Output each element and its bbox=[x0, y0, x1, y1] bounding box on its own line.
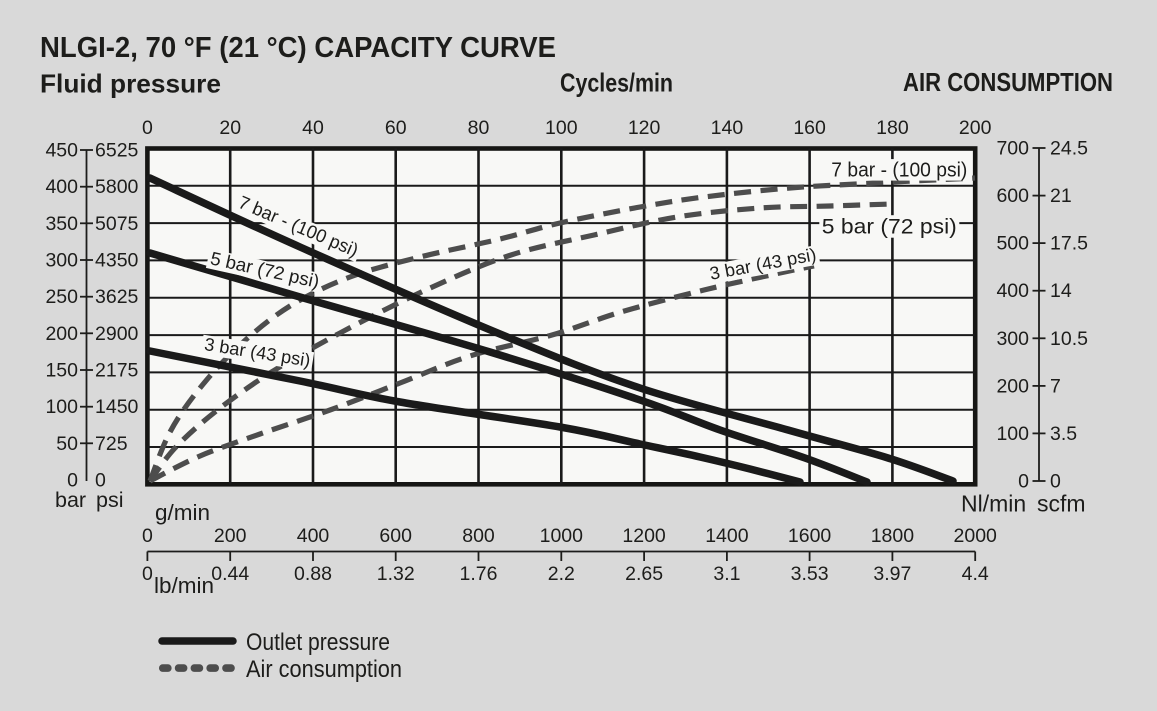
svg-text:0.88: 0.88 bbox=[294, 563, 332, 585]
svg-text:100: 100 bbox=[996, 423, 1029, 445]
svg-text:1450: 1450 bbox=[95, 396, 139, 418]
svg-text:17.5: 17.5 bbox=[1050, 233, 1088, 255]
svg-text:300: 300 bbox=[45, 250, 78, 272]
svg-text:450: 450 bbox=[45, 140, 78, 162]
svg-text:scfm: scfm bbox=[1037, 491, 1086, 517]
svg-text:g/min: g/min bbox=[155, 500, 210, 525]
svg-text:0: 0 bbox=[1018, 471, 1029, 493]
svg-text:7 bar - (100 psi): 7 bar - (100 psi) bbox=[831, 160, 967, 182]
svg-text:Nl/min: Nl/min bbox=[961, 491, 1026, 517]
svg-text:1.76: 1.76 bbox=[460, 563, 498, 585]
svg-text:0: 0 bbox=[142, 563, 153, 585]
svg-text:160: 160 bbox=[793, 117, 826, 139]
svg-text:Air consumption: Air consumption bbox=[246, 656, 402, 683]
svg-text:5075: 5075 bbox=[95, 213, 139, 235]
svg-text:14: 14 bbox=[1050, 280, 1072, 302]
svg-text:0: 0 bbox=[95, 470, 106, 492]
svg-text:1000: 1000 bbox=[540, 525, 584, 547]
svg-text:140: 140 bbox=[711, 117, 744, 139]
svg-text:0: 0 bbox=[67, 470, 78, 492]
svg-text:120: 120 bbox=[628, 117, 661, 139]
svg-text:7: 7 bbox=[1050, 375, 1061, 397]
svg-text:600: 600 bbox=[996, 185, 1029, 207]
svg-text:800: 800 bbox=[462, 525, 495, 547]
svg-text:80: 80 bbox=[468, 117, 490, 139]
svg-text:60: 60 bbox=[385, 117, 407, 139]
svg-text:2175: 2175 bbox=[95, 360, 139, 382]
svg-text:100: 100 bbox=[545, 117, 578, 139]
svg-text:1400: 1400 bbox=[705, 525, 749, 547]
svg-text:2.65: 2.65 bbox=[625, 563, 663, 585]
svg-text:2.2: 2.2 bbox=[548, 563, 575, 585]
svg-text:0: 0 bbox=[142, 117, 153, 139]
svg-text:Cycles/min: Cycles/min bbox=[560, 68, 673, 98]
svg-text:700: 700 bbox=[996, 138, 1029, 160]
svg-text:400: 400 bbox=[297, 525, 330, 547]
svg-text:2000: 2000 bbox=[954, 525, 998, 547]
svg-text:psi: psi bbox=[96, 488, 123, 512]
svg-text:200: 200 bbox=[214, 525, 247, 547]
svg-text:1.32: 1.32 bbox=[377, 563, 415, 585]
svg-text:3.97: 3.97 bbox=[873, 563, 911, 585]
svg-text:0: 0 bbox=[1050, 471, 1061, 493]
svg-text:400: 400 bbox=[45, 176, 78, 198]
svg-text:3.53: 3.53 bbox=[791, 563, 829, 585]
svg-text:3.1: 3.1 bbox=[713, 563, 740, 585]
svg-text:200: 200 bbox=[959, 117, 992, 139]
svg-text:500: 500 bbox=[996, 233, 1029, 255]
svg-text:300: 300 bbox=[996, 328, 1029, 350]
svg-text:24.5: 24.5 bbox=[1050, 138, 1088, 160]
svg-text:21: 21 bbox=[1050, 185, 1072, 207]
svg-text:NLGI-2, 70 °F (21 °C) CAPACITY: NLGI-2, 70 °F (21 °C) CAPACITY CURVE bbox=[40, 32, 556, 64]
svg-text:5 bar (72 psi): 5 bar (72 psi) bbox=[822, 216, 957, 239]
svg-text:0: 0 bbox=[142, 525, 153, 547]
svg-text:3625: 3625 bbox=[95, 286, 139, 308]
svg-text:100: 100 bbox=[45, 396, 78, 418]
svg-text:Outlet pressure: Outlet pressure bbox=[246, 629, 390, 656]
svg-text:Fluid pressure: Fluid pressure bbox=[40, 69, 221, 99]
svg-text:5800: 5800 bbox=[95, 176, 139, 198]
svg-text:200: 200 bbox=[45, 323, 78, 345]
svg-text:600: 600 bbox=[379, 525, 412, 547]
svg-text:4350: 4350 bbox=[95, 250, 139, 272]
svg-text:6525: 6525 bbox=[95, 140, 139, 162]
svg-text:1800: 1800 bbox=[871, 525, 915, 547]
svg-text:725: 725 bbox=[95, 433, 128, 455]
svg-text:0.44: 0.44 bbox=[211, 563, 249, 585]
svg-text:3.5: 3.5 bbox=[1050, 423, 1077, 445]
svg-text:20: 20 bbox=[219, 117, 241, 139]
svg-text:400: 400 bbox=[996, 280, 1029, 302]
svg-text:50: 50 bbox=[56, 433, 78, 455]
svg-text:lb/min: lb/min bbox=[154, 573, 214, 598]
svg-text:150: 150 bbox=[45, 360, 78, 382]
svg-text:1600: 1600 bbox=[788, 525, 832, 547]
svg-text:250: 250 bbox=[45, 286, 78, 308]
svg-text:2900: 2900 bbox=[95, 323, 139, 345]
svg-text:40: 40 bbox=[302, 117, 324, 139]
svg-text:180: 180 bbox=[876, 117, 909, 139]
svg-text:bar: bar bbox=[55, 488, 86, 512]
svg-text:350: 350 bbox=[45, 213, 78, 235]
svg-text:4.4: 4.4 bbox=[962, 563, 989, 585]
svg-text:10.5: 10.5 bbox=[1050, 328, 1088, 350]
svg-text:1200: 1200 bbox=[622, 525, 666, 547]
svg-text:AIR CONSUMPTION: AIR CONSUMPTION bbox=[903, 67, 1113, 97]
svg-text:200: 200 bbox=[996, 375, 1029, 397]
